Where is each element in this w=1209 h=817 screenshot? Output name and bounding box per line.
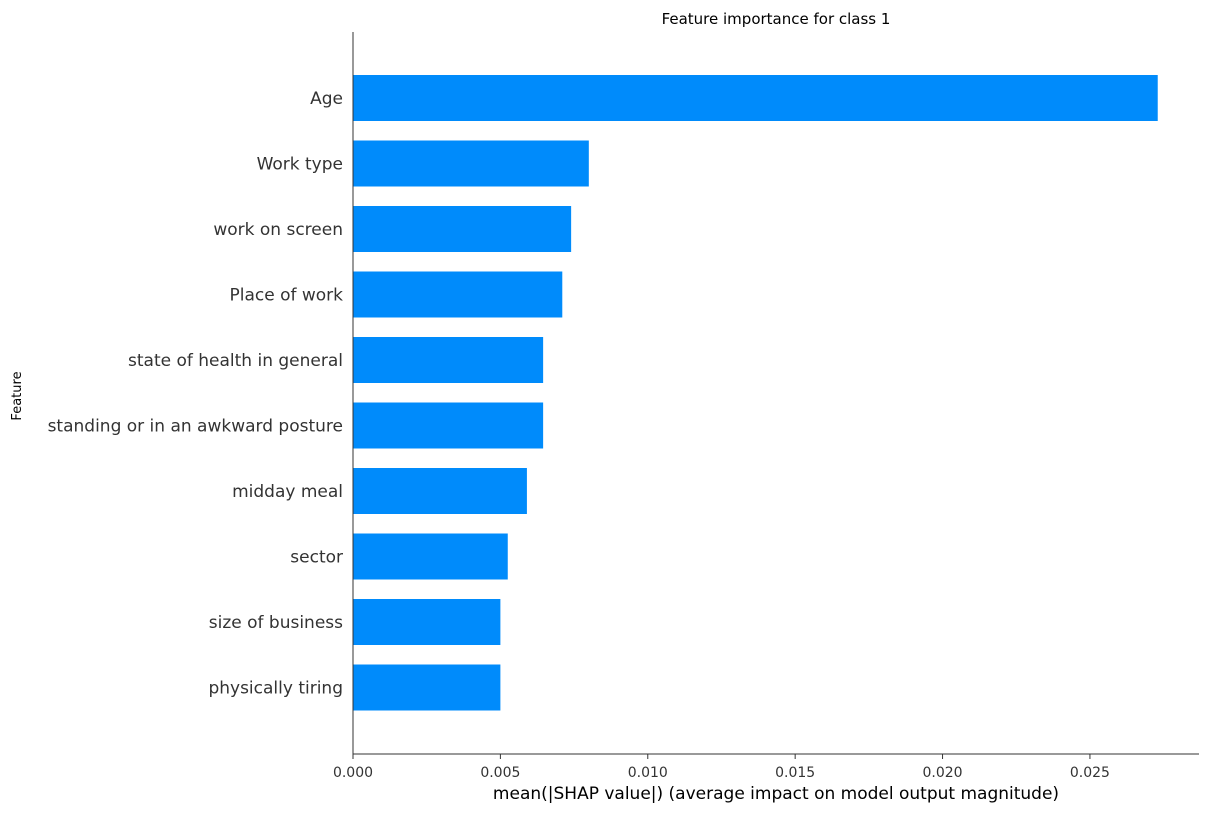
x-tick-label: 0.020 — [923, 765, 963, 781]
x-axis-label: mean(|SHAP value|) (average impact on mo… — [493, 784, 1059, 804]
y-tick-label: standing or in an awkward posture — [48, 417, 343, 437]
y-tick-label: physically tiring — [208, 679, 343, 699]
bar-8 — [353, 599, 501, 645]
y-tick-label: sector — [290, 548, 343, 568]
bar-4 — [353, 337, 544, 383]
x-tick-label: 0.010 — [628, 765, 668, 781]
y-axis-label: Feature — [10, 371, 25, 420]
bar-2 — [353, 206, 572, 252]
y-tick-label: midday meal — [232, 482, 343, 502]
bar-5 — [353, 402, 544, 449]
x-tick-label: 0.025 — [1070, 765, 1110, 781]
x-tick-label: 0.005 — [480, 765, 520, 781]
x-tick-label: 0.000 — [333, 765, 373, 781]
y-tick-label: Place of work — [229, 286, 343, 306]
bar-0 — [353, 75, 1158, 121]
bar-7 — [353, 533, 508, 580]
bars-group — [353, 75, 1158, 711]
x-tick-label: 0.015 — [775, 765, 815, 781]
y-tick-label: size of business — [209, 613, 343, 633]
x-ticks: 0.000 0.005 0.010 0.015 0.020 0.025 — [333, 754, 1110, 781]
y-tick-label: Work type — [257, 155, 343, 175]
bar-3 — [353, 271, 563, 318]
y-tick-labels: Age Work type work on screen Place of work s… — [48, 89, 344, 699]
bar-1 — [353, 140, 589, 187]
y-tick-label: Age — [310, 89, 343, 109]
bar-6 — [353, 468, 527, 514]
chart-title: Feature importance for class 1 — [662, 10, 891, 28]
y-tick-label: work on screen — [213, 220, 343, 240]
bar-9 — [353, 664, 501, 711]
y-tick-label: state of health in general — [128, 351, 343, 371]
